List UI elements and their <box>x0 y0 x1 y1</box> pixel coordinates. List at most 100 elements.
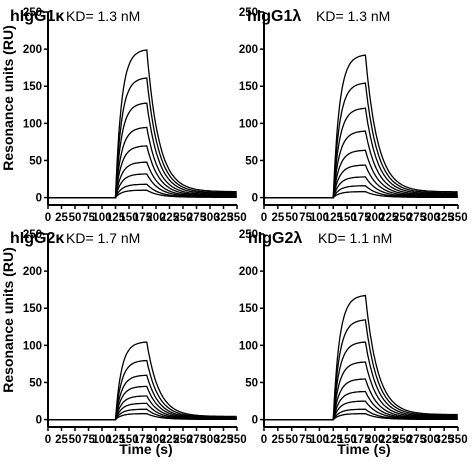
x-tick-label: 25 <box>55 212 68 224</box>
y-tick-label: 100 <box>239 118 258 130</box>
y-tick-label: 200 <box>23 266 42 278</box>
sensorgram-curve <box>48 359 237 421</box>
x-tick-label: 300 <box>200 212 219 224</box>
y-tick-label: 50 <box>245 155 258 167</box>
panel-title: hIgG2κ <box>10 230 64 247</box>
x-tick-label: 325 <box>214 212 234 224</box>
x-tick-label: 0 <box>261 434 267 446</box>
x-tick-label: 250 <box>393 434 412 446</box>
y-tick-label: 150 <box>239 303 258 315</box>
x-tick-label: 300 <box>421 434 440 446</box>
x-tick-label: 100 <box>92 434 111 446</box>
sensorgram-curve <box>264 130 458 199</box>
sensorgram-curve <box>264 361 458 421</box>
x-tick-label: 25 <box>271 212 284 224</box>
x-tick-label: 0 <box>45 434 51 446</box>
x-tick-label: 125 <box>324 212 344 224</box>
y-axis-title-top: Resonance units (RU) <box>0 25 16 170</box>
y-tick-label: 200 <box>23 44 42 56</box>
x-axis-title-right: Time (s) <box>337 441 390 457</box>
x-tick-label: 50 <box>285 434 298 446</box>
y-tick-label: 0 <box>36 415 42 427</box>
y-tick-label: 100 <box>23 118 42 130</box>
x-tick-label: 150 <box>338 434 357 446</box>
x-tick-label: 250 <box>393 212 412 224</box>
x-tick-label: 325 <box>435 212 455 224</box>
x-tick-label: 200 <box>146 212 165 224</box>
sensorgram-curve <box>48 49 237 199</box>
x-tick-label: 50 <box>69 212 82 224</box>
x-tick-label: 275 <box>407 212 427 224</box>
x-tick-label: 250 <box>173 212 192 224</box>
x-tick-label: 350 <box>448 434 467 446</box>
y-tick-label: 0 <box>252 415 258 427</box>
x-tick-label: 150 <box>338 212 357 224</box>
x-tick-label: 225 <box>160 212 180 224</box>
x-tick-label: 150 <box>119 212 138 224</box>
x-tick-label: 50 <box>285 212 298 224</box>
y-tick-label: 50 <box>29 155 42 167</box>
x-tick-label: 75 <box>82 434 95 446</box>
x-tick-label: 75 <box>299 434 312 446</box>
x-tick-label: 100 <box>310 434 329 446</box>
x-tick-label: 125 <box>106 434 126 446</box>
x-tick-label: 200 <box>365 212 384 224</box>
y-tick-label: 50 <box>245 377 258 389</box>
y-tick-label: 150 <box>23 81 42 93</box>
sensorgram-curve <box>264 294 458 421</box>
sensorgram-curve <box>264 319 458 421</box>
y-tick-label: 200 <box>239 266 258 278</box>
sensorgram-curve <box>264 82 458 199</box>
x-tick-label: 75 <box>299 212 312 224</box>
x-tick-label: 125 <box>324 434 344 446</box>
sensorgram-curve <box>264 191 458 199</box>
y-tick-label: 250 <box>239 229 258 241</box>
x-tick-label: 75 <box>82 212 95 224</box>
sensorgram-curve <box>48 341 237 421</box>
x-tick-label: 200 <box>365 434 384 446</box>
x-tick-label: 100 <box>92 212 111 224</box>
x-axis-title-left: Time (s) <box>119 441 172 457</box>
x-tick-label: 225 <box>379 434 399 446</box>
x-tick-label: 275 <box>407 434 427 446</box>
x-tick-label: 175 <box>133 212 153 224</box>
x-tick-label: 225 <box>160 434 180 446</box>
y-tick-label: 250 <box>23 229 42 241</box>
x-tick-label: 325 <box>214 434 234 446</box>
x-tick-label: 250 <box>173 434 192 446</box>
sensorgram-curve <box>264 54 458 199</box>
y-tick-label: 0 <box>252 193 258 205</box>
y-tick-label: 100 <box>23 340 42 352</box>
x-tick-label: 175 <box>351 212 371 224</box>
sensorgram-curve <box>264 107 458 199</box>
x-tick-label: 350 <box>227 434 246 446</box>
x-tick-label: 175 <box>133 434 153 446</box>
panel-title: hIgG1κ <box>10 8 64 25</box>
x-tick-label: 175 <box>351 434 371 446</box>
sensorgram-curve <box>48 126 237 199</box>
x-tick-label: 0 <box>261 212 267 224</box>
y-tick-label: 100 <box>239 340 258 352</box>
x-tick-label: 25 <box>271 434 284 446</box>
x-tick-label: 100 <box>310 212 329 224</box>
x-tick-label: 125 <box>106 212 126 224</box>
x-tick-label: 200 <box>146 434 165 446</box>
y-tick-label: 50 <box>29 377 42 389</box>
x-tick-label: 325 <box>435 434 455 446</box>
y-tick-label: 200 <box>239 44 258 56</box>
kd-annotation: KD= 1.1 nM <box>318 230 392 246</box>
x-tick-label: 300 <box>421 212 440 224</box>
x-tick-label: 350 <box>448 212 467 224</box>
sensorgram-curve <box>48 413 237 421</box>
y-tick-label: 250 <box>239 7 258 19</box>
x-tick-label: 275 <box>187 212 207 224</box>
x-tick-label: 150 <box>119 434 138 446</box>
x-tick-label: 350 <box>227 212 246 224</box>
kd-annotation: KD= 1.3 nM <box>66 8 140 24</box>
sensorgram-curve <box>48 145 237 199</box>
